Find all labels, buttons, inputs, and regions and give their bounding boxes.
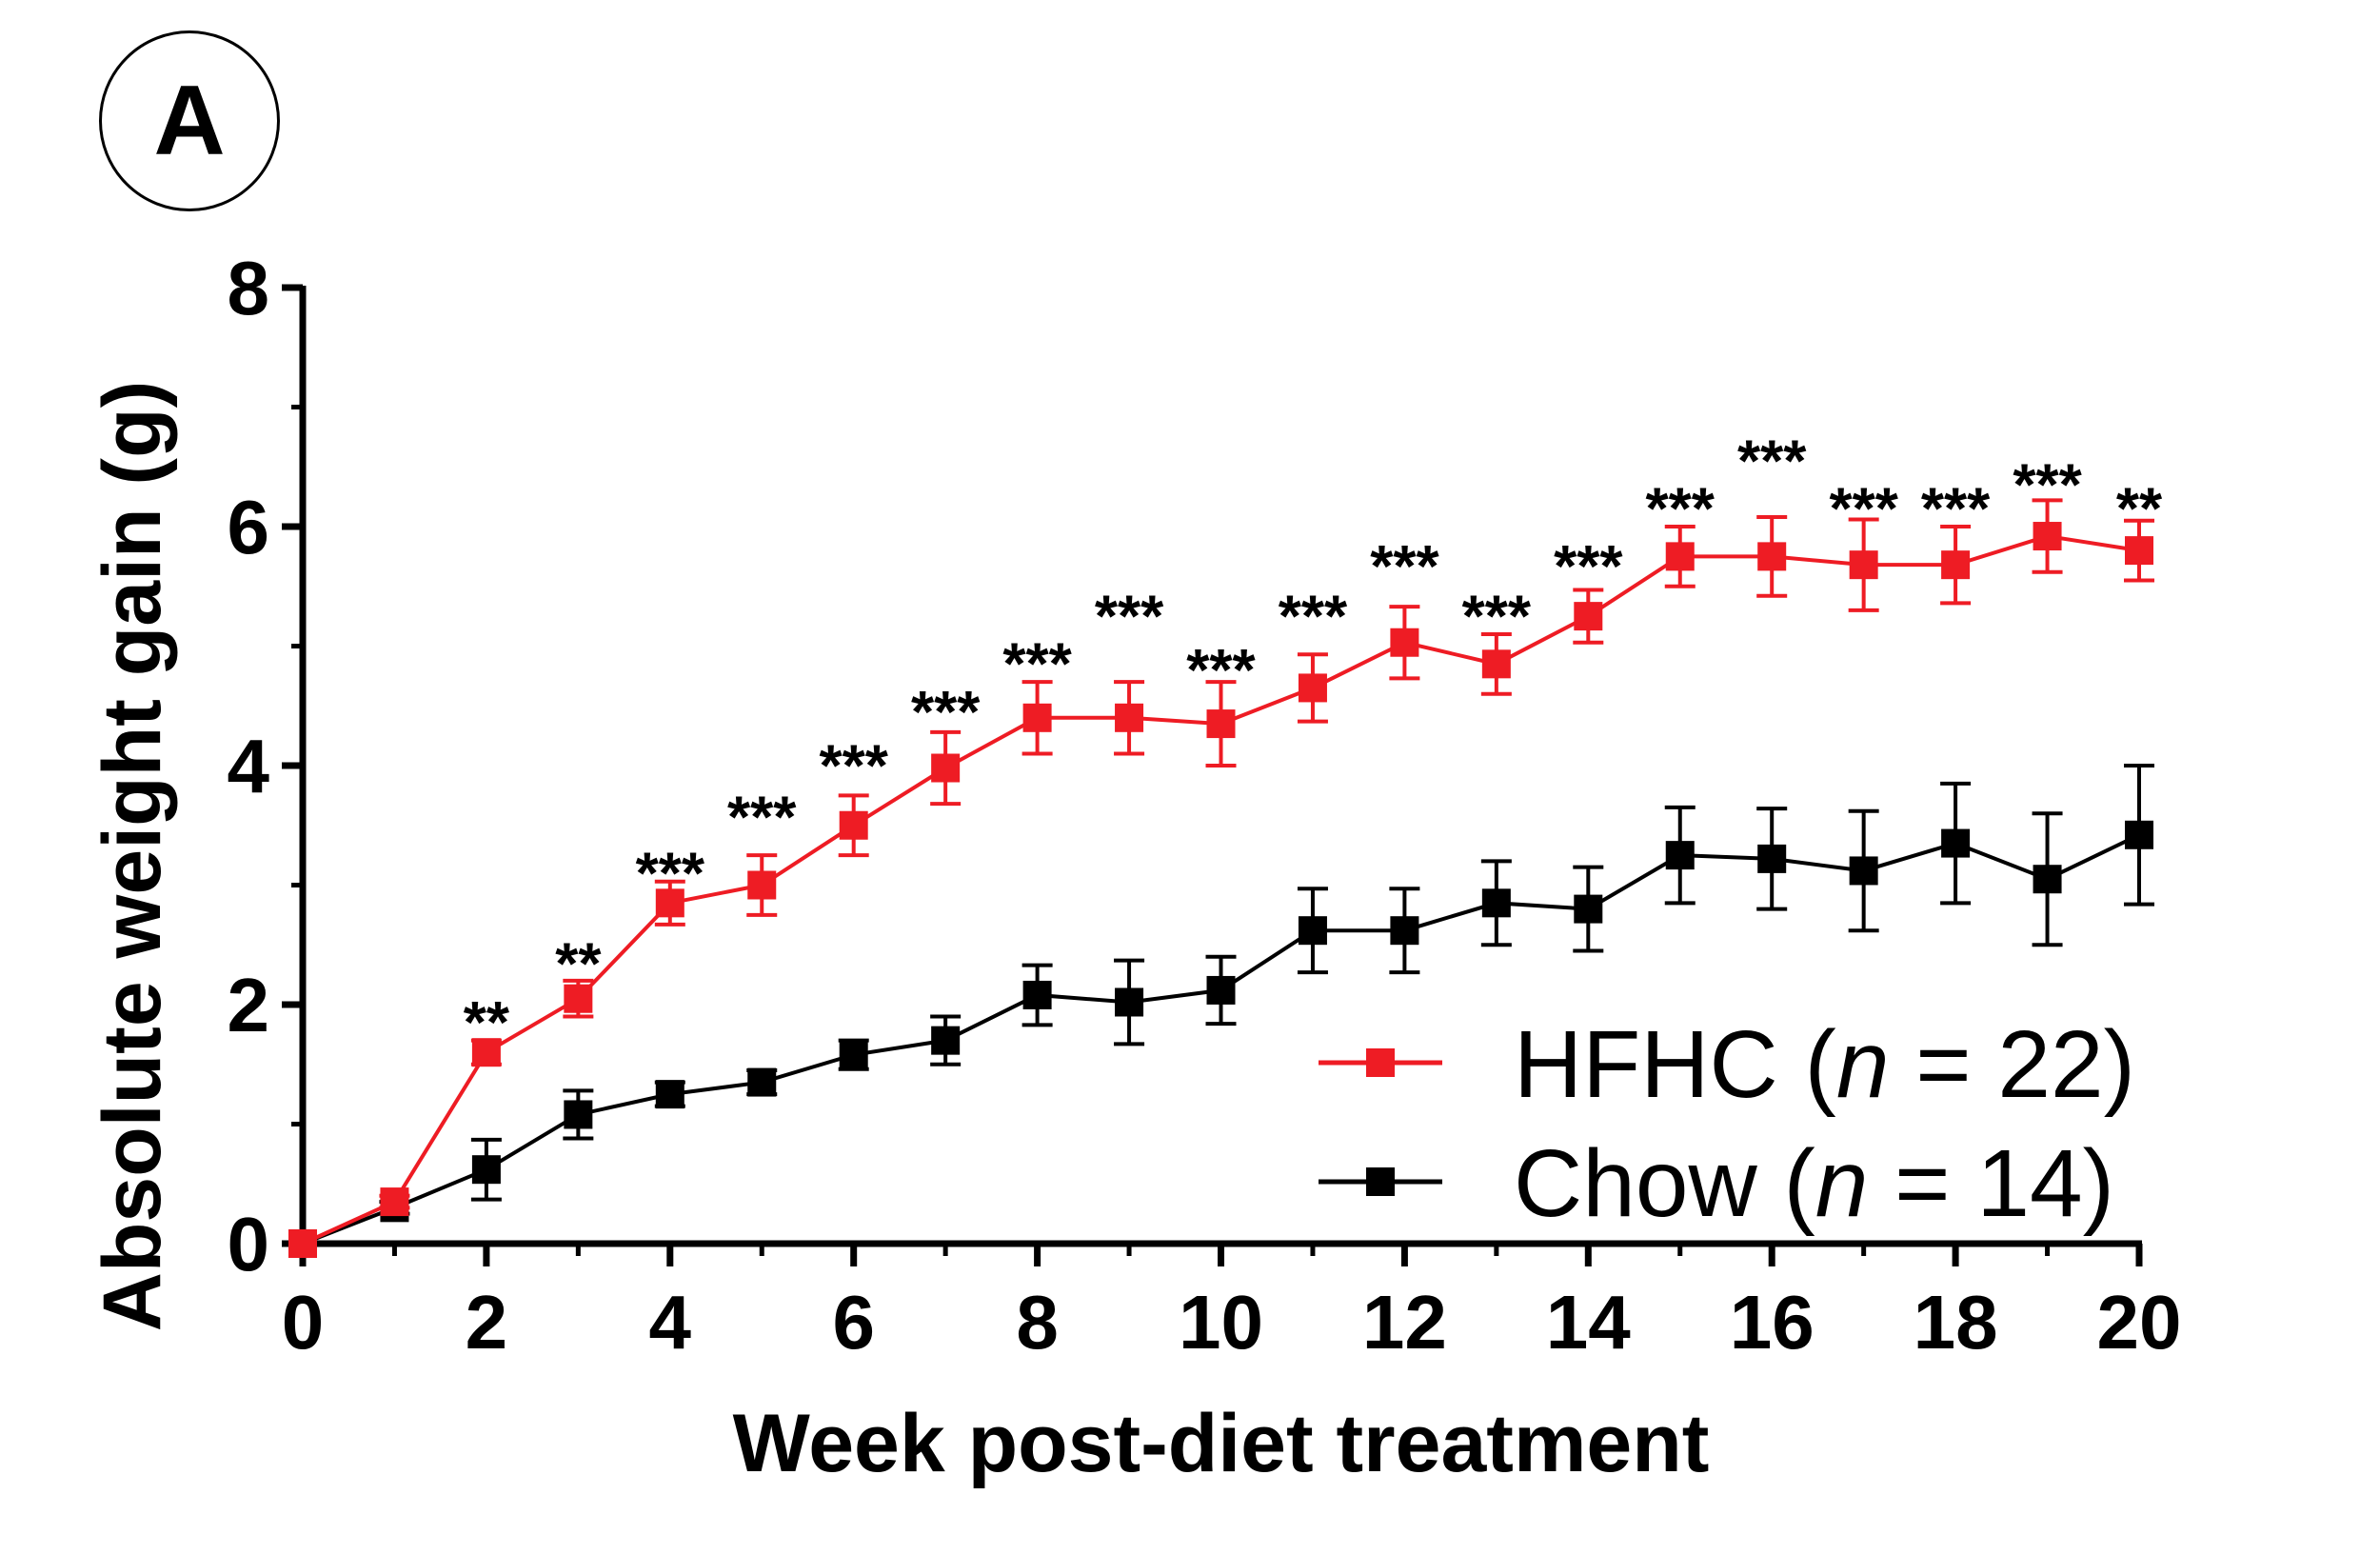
significance-label: *** <box>1462 585 1532 650</box>
data-point <box>2125 820 2153 849</box>
data-point <box>1941 828 1971 858</box>
legend-hfhc-n: n <box>1836 1011 1890 1118</box>
data-point <box>1206 975 1236 1005</box>
x-tick-label: 12 <box>1362 1280 1447 1365</box>
significance-label: ** <box>464 990 510 1056</box>
data-point <box>1115 987 1144 1017</box>
data-point <box>564 984 593 1013</box>
significance-label: *** <box>1646 477 1716 543</box>
panel-label: A <box>99 30 280 211</box>
x-axis-title: Week post-diet treatment <box>733 1398 1710 1489</box>
data-point <box>2125 536 2153 566</box>
y-tick-label: 4 <box>228 724 270 808</box>
legend-hfhc-tail: = 22) <box>1889 1011 2135 1118</box>
data-point <box>1022 980 1052 1009</box>
x-tick-label: 2 <box>466 1280 508 1365</box>
data-point <box>1941 550 1971 580</box>
series-chow <box>288 764 2154 1258</box>
significance-label: *** <box>636 841 705 907</box>
y-tick-label: 0 <box>228 1202 270 1286</box>
data-point <box>1022 703 1052 732</box>
significance-label: ** <box>555 932 602 998</box>
legend: HFHC (n = 22) Chow (n = 14) <box>1319 1011 2135 1237</box>
data-point <box>1115 703 1144 732</box>
legend-marker-chow <box>1366 1167 1395 1196</box>
data-point <box>931 1026 961 1055</box>
x-tick-label: 6 <box>832 1280 875 1365</box>
data-point <box>839 1040 868 1069</box>
data-point <box>1665 841 1695 870</box>
axes: 0 2 4 6 8 0 2 4 6 8 10 12 14 16 18 20 <box>228 246 2182 1365</box>
significance-label: *** <box>727 785 797 850</box>
x-tick-label: 16 <box>1730 1280 1815 1365</box>
significance-label: *** <box>1279 585 1348 650</box>
data-point <box>1298 673 1327 703</box>
x-tick-label: 0 <box>282 1280 325 1365</box>
data-point <box>1390 628 1419 657</box>
x-tick-label: 4 <box>649 1280 692 1365</box>
data-point <box>1390 916 1419 946</box>
significance-label: *** <box>2013 452 2082 518</box>
data-point <box>1574 894 1603 924</box>
data-point <box>288 1229 317 1258</box>
significance-label: *** <box>1829 477 1898 543</box>
data-point <box>839 810 868 840</box>
data-point <box>1206 709 1236 739</box>
data-point <box>655 1080 684 1109</box>
significance-label: *** <box>820 733 889 799</box>
x-tick-label: 14 <box>1546 1280 1631 1365</box>
data-point <box>1849 856 1878 886</box>
data-point <box>747 870 777 900</box>
significance-label: *** <box>1002 632 1072 698</box>
y-axis-title: Absolute weight gain (g) <box>87 381 178 1332</box>
significance-label: *** <box>1921 477 1991 543</box>
significance-layer: ****************************************… <box>464 429 2163 1056</box>
series-layer <box>288 498 2154 1258</box>
x-tick-label: 8 <box>1016 1280 1059 1365</box>
data-point <box>655 888 684 918</box>
data-point <box>380 1187 409 1217</box>
y-tick-label: 8 <box>228 246 270 330</box>
data-point <box>471 1038 501 1067</box>
data-point <box>2033 865 2062 894</box>
legend-hfhc-prefix: HFHC ( <box>1514 1011 1836 1118</box>
significance-label: *** <box>1186 638 1256 704</box>
data-point <box>1757 542 1787 571</box>
legend-label-hfhc: HFHC (n = 22) <box>1514 1011 2135 1118</box>
significance-label: *** <box>1370 534 1439 600</box>
y-tick-label: 6 <box>228 485 270 569</box>
data-point <box>1849 550 1878 580</box>
x-tick-label: 18 <box>1914 1280 1998 1365</box>
data-point <box>1298 916 1327 946</box>
x-tick-label: 10 <box>1179 1280 1263 1365</box>
legend-chow-tail: = 14) <box>1868 1130 2114 1237</box>
data-point <box>1757 844 1787 873</box>
legend-chow-n: n <box>1815 1130 1869 1237</box>
significance-label: *** <box>1554 534 1623 600</box>
data-point <box>1665 542 1695 571</box>
data-point <box>2033 522 2062 551</box>
data-point <box>1574 602 1603 631</box>
legend-chow-prefix: Chow ( <box>1514 1130 1815 1237</box>
data-point <box>1481 888 1511 918</box>
legend-label-chow: Chow (n = 14) <box>1514 1130 2114 1237</box>
legend-marker-hfhc <box>1366 1048 1395 1077</box>
series-hfhc <box>288 498 2154 1258</box>
significance-label: *** <box>1095 585 1164 650</box>
data-point <box>747 1067 777 1097</box>
significance-label: *** <box>1737 429 1807 494</box>
significance-label: *** <box>911 680 981 746</box>
data-point <box>931 753 961 783</box>
data-point <box>1481 649 1511 679</box>
data-point <box>471 1155 501 1185</box>
y-tick-label: 2 <box>228 963 270 1047</box>
data-point <box>564 1100 593 1129</box>
x-tick-label: 20 <box>2097 1280 2182 1365</box>
significance-label: ** <box>2116 477 2163 543</box>
